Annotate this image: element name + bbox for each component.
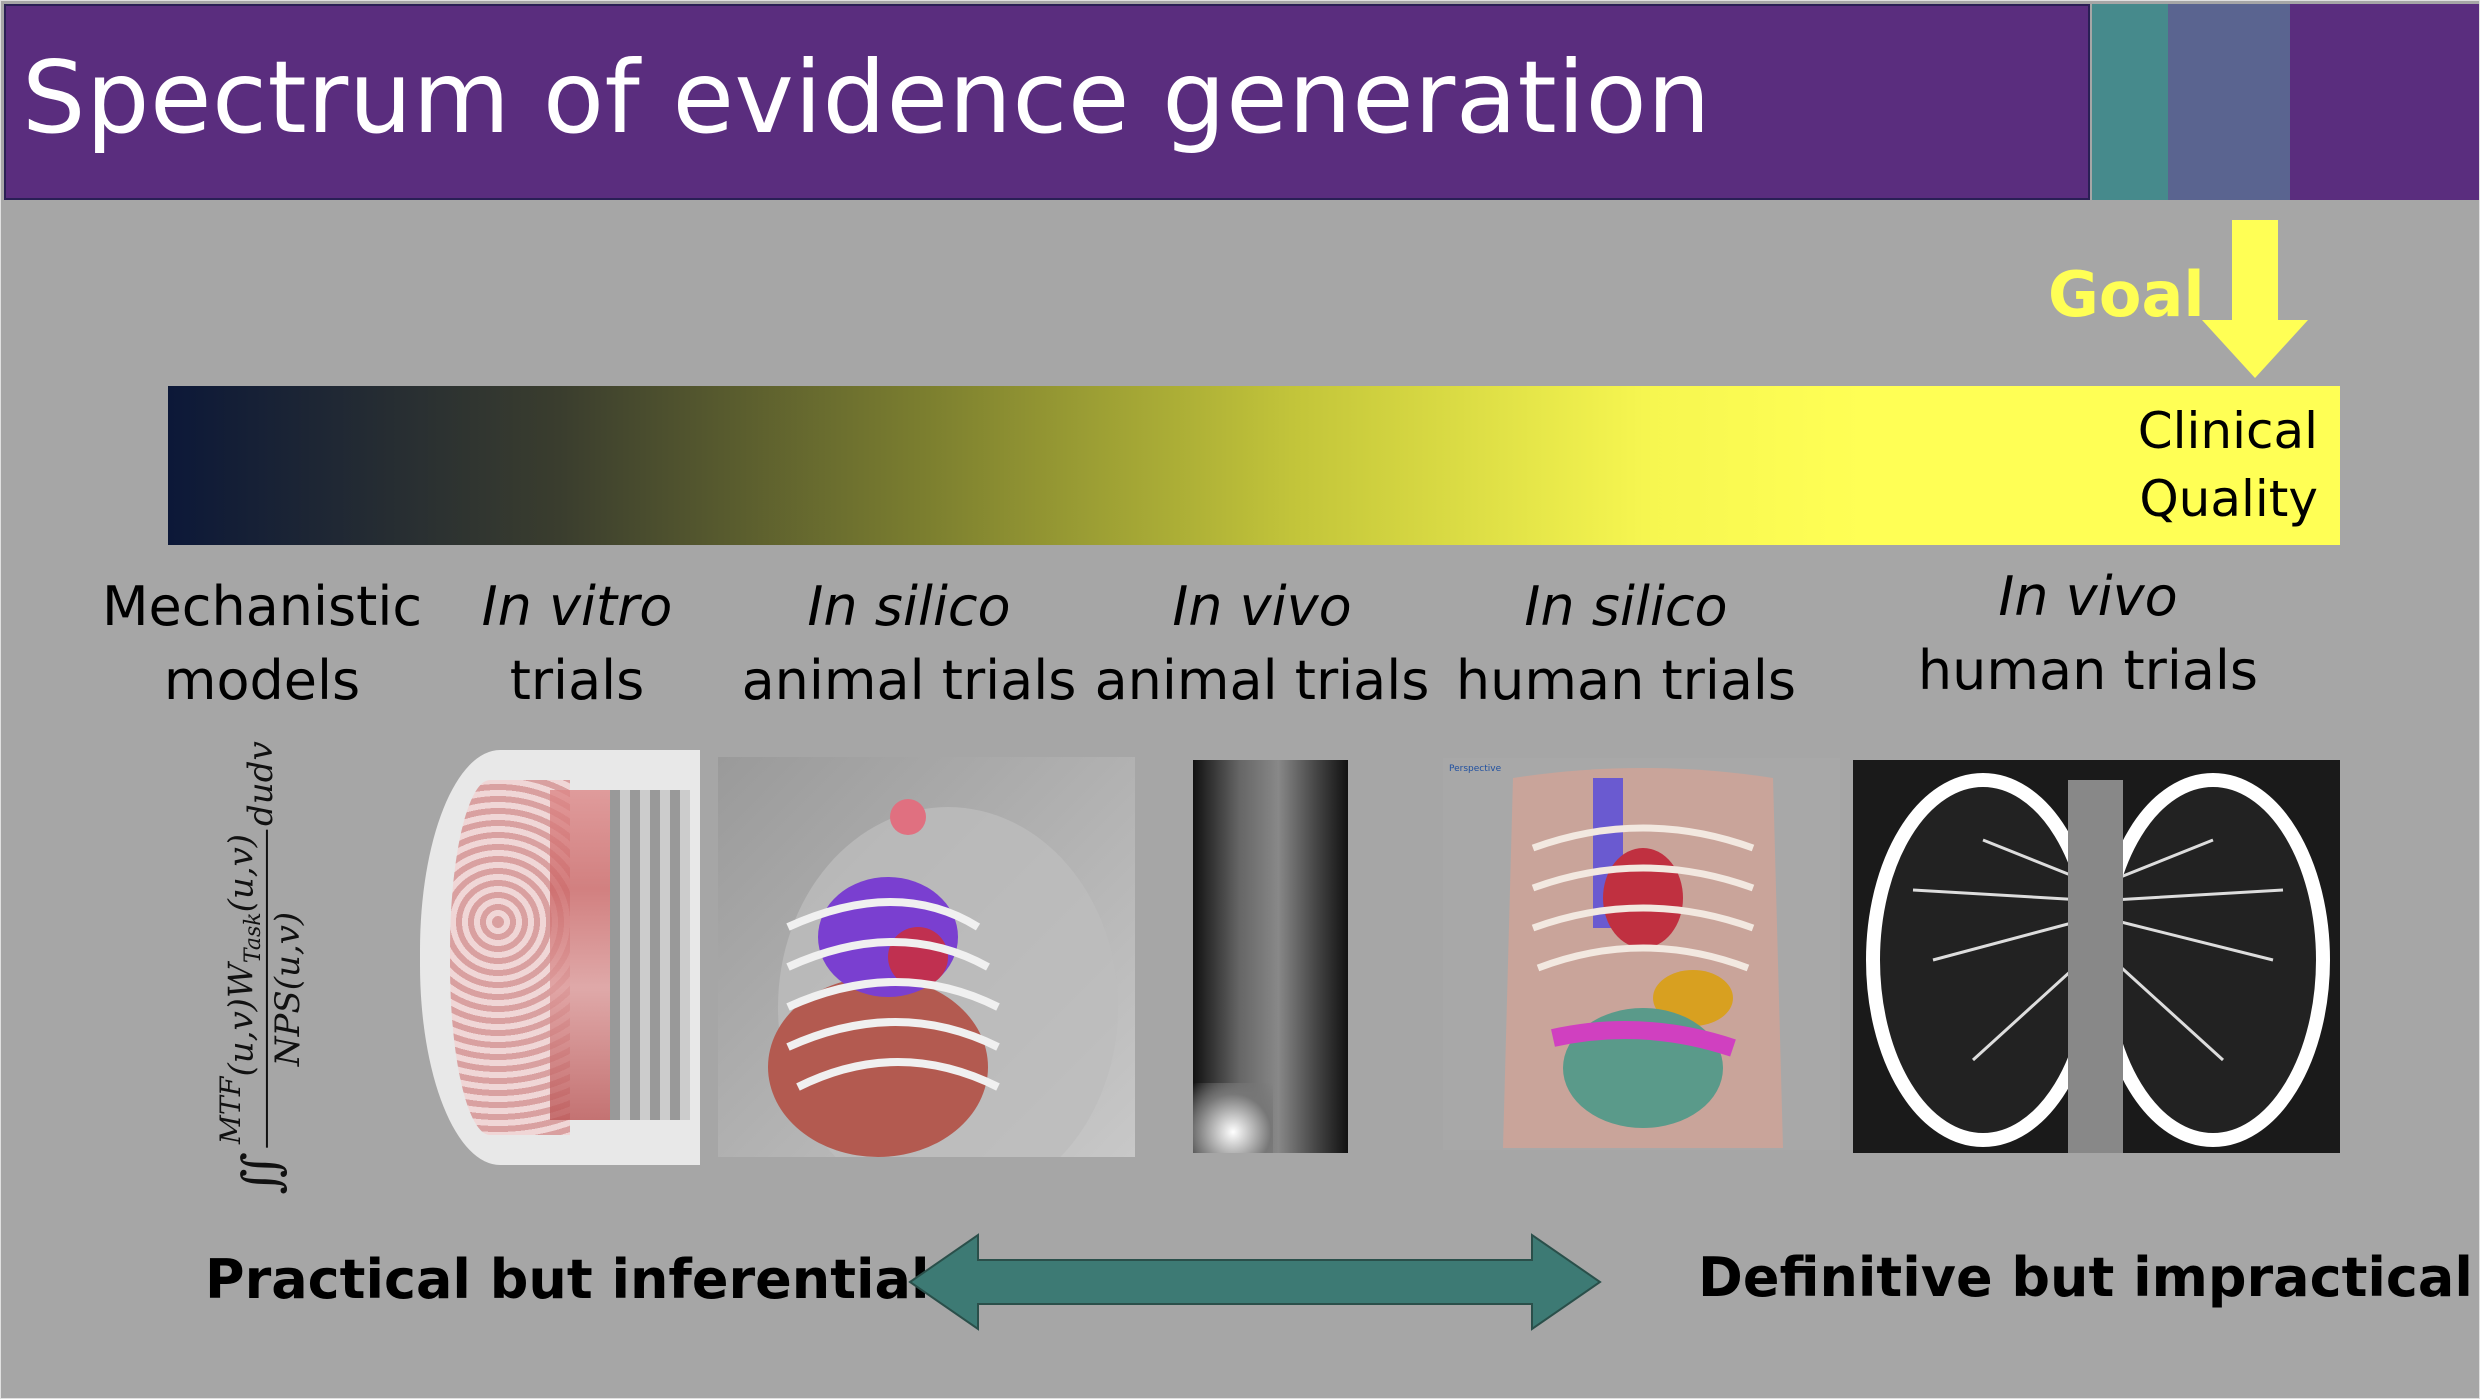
slide-title: Spectrum of evidence generation <box>22 39 1712 156</box>
category-line1: Mechanistic <box>101 575 423 638</box>
task-sub: Task <box>241 912 267 964</box>
category-in-vivo-animal: In vivo animal trials <box>1082 570 1442 718</box>
quality-label: Quality <box>2139 470 2318 528</box>
category-line2: animal trials <box>1094 649 1430 712</box>
detectability-formula: ∬ MTF(u,v)WTask(u,v) NPS(u,v) dudv <box>213 741 309 1195</box>
category-in-silico-animal: In silico animal trials <box>729 570 1089 718</box>
goal-label: Goal <box>2048 258 2205 331</box>
arrow-down-icon <box>2202 220 2308 378</box>
mtf: MTF <box>213 1076 247 1145</box>
w: W <box>221 963 262 999</box>
denominator: NPS(u,v) <box>268 911 309 1067</box>
accent-strip-slate <box>2168 4 2290 200</box>
accent-strip-teal <box>2092 4 2168 200</box>
category-in-vitro: In vitro trials <box>397 570 757 718</box>
category-line1: In vivo <box>1172 575 1352 638</box>
category-line2: trials <box>509 649 645 712</box>
in-vitro-phantom-image <box>420 750 700 1165</box>
category-line1: In silico <box>807 575 1011 638</box>
category-line1: In vitro <box>481 575 673 638</box>
category-in-vivo-human: In vivo human trials <box>1908 560 2268 708</box>
uv2: (u,v) <box>221 833 262 913</box>
numerator: MTF(u,v)WTask(u,v) <box>213 829 269 1149</box>
category-line2: animal trials <box>741 649 1077 712</box>
in-vivo-animal-ct-image <box>1193 760 1348 1153</box>
lung-ct-drawing <box>1866 773 2330 1153</box>
in-silico-human-image: Perspective <box>1443 758 1840 1150</box>
uv: (u,v) <box>221 998 262 1077</box>
integral-symbol: ∬ <box>232 1152 290 1195</box>
in-vivo-human-ct-image <box>1853 760 2340 1153</box>
category-line1: In silico <box>1524 575 1728 638</box>
category-in-silico-human: In silico human trials <box>1446 570 1806 718</box>
title-bar <box>4 4 2090 200</box>
differential: dudv <box>241 741 281 826</box>
fraction: MTF(u,v)WTask(u,v) NPS(u,v) <box>213 829 309 1149</box>
animal-phantom-drawing <box>768 799 1118 1157</box>
category-line2: human trials <box>1455 649 1797 712</box>
in-silico-animal-image <box>718 757 1135 1157</box>
category-line1: In vivo <box>1998 565 2178 628</box>
evidence-spectrum-bar: Clinical Quality <box>168 386 2340 545</box>
right-caption: Definitive but impractical <box>1698 1246 2473 1309</box>
category-mechanistic-models: Mechanistic models <box>82 570 442 718</box>
human-phantom-drawing <box>1503 768 1783 1148</box>
double-arrow-icon <box>908 1233 1602 1331</box>
category-line2: human trials <box>1917 639 2259 702</box>
accent-strip-purple <box>2290 4 2480 200</box>
clinical-label: Clinical <box>2137 402 2318 460</box>
category-line2: models <box>163 649 361 712</box>
left-caption: Practical but inferential <box>205 1248 930 1311</box>
viewport-perspective-label[interactable]: Perspective <box>1449 764 1502 774</box>
